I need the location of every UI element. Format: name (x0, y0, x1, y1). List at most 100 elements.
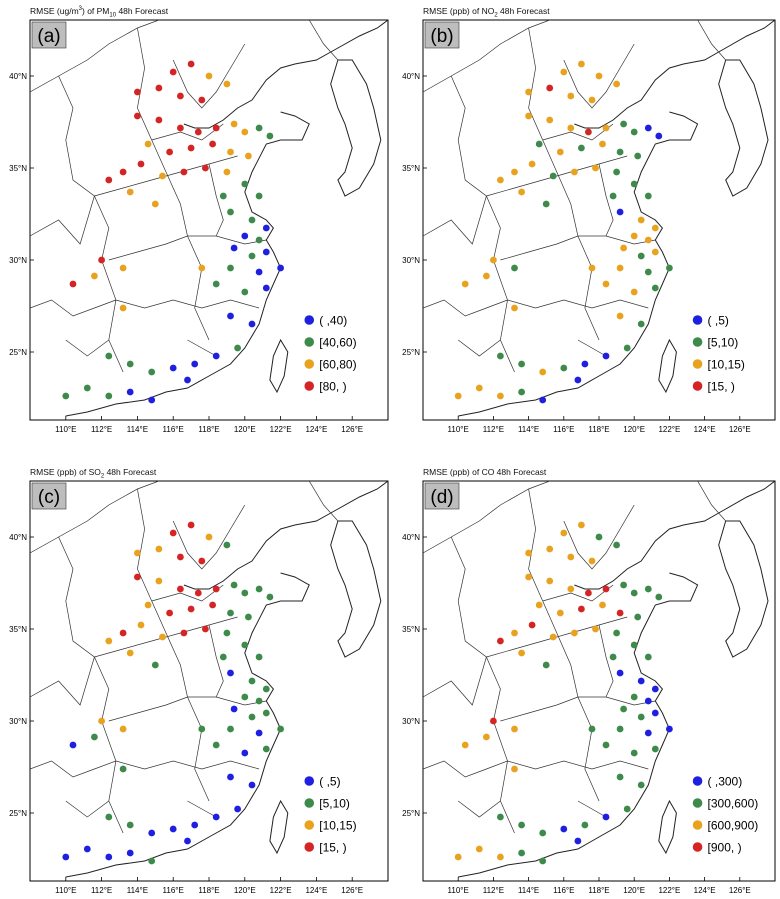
station-point (134, 88, 141, 96)
station-point (651, 745, 659, 753)
station-point (219, 192, 227, 200)
legend-label: [10,15) (708, 358, 745, 372)
station-point (262, 284, 270, 292)
station-point (637, 781, 645, 789)
station-point (578, 144, 585, 152)
station-point (651, 224, 659, 232)
title-text-post: 48h Forecast (497, 6, 550, 16)
lat-tick-label: 30°N (402, 717, 420, 726)
station-point (567, 585, 575, 593)
station-point (177, 585, 184, 593)
station-point (602, 813, 610, 821)
province-boundary (697, 481, 726, 522)
station-point (644, 653, 652, 661)
lon-tick-label: 112°E (483, 886, 504, 895)
station-point (613, 541, 620, 549)
station-point (230, 120, 238, 128)
map-panel-d: (d) ( ,300) [300,600) [600,900) [900, ) 25°N 3… (402, 480, 776, 895)
station-point (567, 124, 575, 132)
station-point (644, 697, 652, 705)
station-point (630, 288, 638, 296)
station-point (227, 264, 234, 272)
station-point (644, 124, 652, 132)
coastline-east (458, 111, 699, 417)
province-boundary (500, 696, 656, 722)
legend-marker (304, 359, 315, 369)
station-point (91, 272, 98, 280)
panel-label: (c) (38, 487, 60, 508)
station-point (126, 388, 134, 396)
station-point (184, 376, 191, 384)
legend-label: [900, ) (708, 841, 742, 855)
lon-tick-label: 110°E (55, 886, 76, 895)
title-sub: 2 (100, 473, 105, 480)
station-point (227, 609, 234, 617)
station-point (98, 717, 105, 725)
legend-marker (692, 359, 703, 369)
province-boundary (528, 27, 600, 341)
station-point (616, 264, 624, 272)
station-point (212, 813, 220, 821)
station-point (567, 92, 575, 100)
province-boundary (137, 488, 210, 802)
province-boundary (115, 760, 260, 770)
station-point (241, 180, 249, 188)
station-point (560, 825, 568, 833)
station-point (644, 192, 652, 200)
station-point (609, 653, 617, 661)
map-panel-c: (c) ( ,5) [5,10) [10,15) [15, ) 25°N 30°N 35°N 4… (9, 480, 389, 895)
station-point (539, 857, 547, 865)
province-boundary (486, 616, 628, 658)
station-point (230, 581, 238, 589)
station-point (83, 845, 91, 853)
map-frame (29, 480, 389, 882)
province-boundary (151, 123, 224, 141)
station-point (630, 749, 638, 757)
station-point (255, 236, 263, 244)
station-point (262, 709, 270, 717)
panel-label: (a) (37, 26, 60, 47)
lon-tick-label: 118°E (588, 425, 609, 434)
station-point (219, 653, 227, 661)
coastline-east (65, 111, 310, 417)
station-point (630, 693, 638, 701)
station-point (623, 344, 631, 352)
lat-tick-label: 35°N (402, 625, 420, 634)
station-point (191, 821, 199, 829)
legend-marker (692, 798, 703, 808)
lon-tick-label: 118°E (588, 886, 609, 895)
station-point (223, 168, 231, 176)
lon-tick-label: 110°E (55, 425, 76, 434)
panel-label: (b) (430, 26, 453, 47)
station-point (613, 168, 620, 176)
legend-marker (692, 337, 703, 347)
legend-label: [80, ) (319, 380, 346, 394)
station-point (511, 304, 518, 312)
station-point (209, 601, 217, 609)
station-point (212, 741, 220, 749)
panel-c-title: RMSE (ppb) of SO2 48h Forecast (30, 467, 156, 480)
province-boundary (172, 43, 246, 109)
station-point (525, 549, 532, 557)
panel-label-box (424, 482, 460, 510)
station-point (637, 252, 645, 260)
legend-marker (692, 842, 703, 852)
legend-label: [600,900) (708, 819, 759, 833)
korea-outline (718, 59, 769, 197)
station-point (644, 268, 652, 276)
lon-tick-label: 126°E (341, 886, 363, 895)
lon-tick-label: 126°E (341, 425, 363, 434)
station-point (234, 805, 242, 813)
map-panel-a: (a) ( ,40) [40,60) [60,80) [80, ) 25°N 30°N 35°… (9, 19, 389, 434)
legend-label: [5,10) (708, 336, 739, 350)
taiwan-outline (269, 338, 289, 394)
title-sub: 2 (494, 12, 498, 19)
lon-tick-label: 110°E (448, 425, 469, 434)
province-boundary (500, 235, 656, 261)
legend-marker (692, 315, 703, 325)
station-point (616, 312, 624, 320)
station-point (616, 208, 624, 216)
title-text: RMSE (ppb) of NO (423, 6, 495, 16)
station-point (241, 749, 249, 757)
province-boundary (208, 624, 224, 698)
